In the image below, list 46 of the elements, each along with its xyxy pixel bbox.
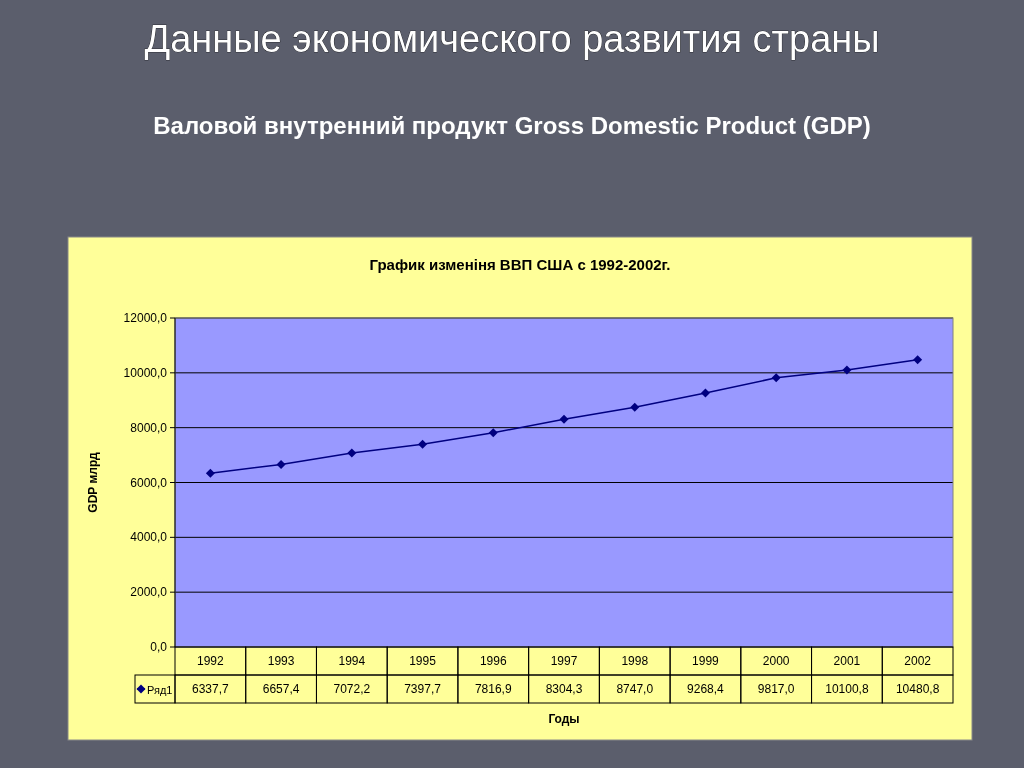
data-label: 8304,3 — [545, 682, 583, 696]
data-label: 6657,4 — [262, 682, 300, 696]
x-tick-label: 2000 — [762, 654, 790, 668]
data-label: 6337,7 — [192, 682, 230, 696]
x-tick-label: 2001 — [833, 654, 861, 668]
data-label: 10480,8 — [895, 682, 940, 696]
x-tick-label: 1998 — [621, 654, 649, 668]
y-tick-label: 8000,0 — [130, 420, 168, 435]
data-label: 9268,4 — [687, 682, 725, 696]
x-axis-title: Годы — [548, 712, 580, 726]
y-tick-label: 0,0 — [150, 640, 168, 654]
y-tick-label: 10000,0 — [123, 365, 168, 380]
point — [418, 439, 428, 449]
point — [630, 402, 640, 412]
y-tick-label: 4000,0 — [130, 530, 168, 545]
legend-label: Ряд1 — [147, 684, 173, 696]
chart-subtitle: Валовой внутренний продукт Gross Domestic Product (GDP) — [153, 112, 871, 139]
x-tick-label: 1993 — [267, 654, 295, 668]
data-label: 7072,2 — [333, 682, 371, 696]
point — [488, 428, 498, 438]
x-tick-label: 2002 — [904, 654, 932, 668]
x-tick-label: 1994 — [338, 654, 366, 668]
data-label: 8747,0 — [616, 682, 654, 696]
y-tick-label: 12000,0 — [123, 311, 168, 325]
point — [347, 448, 357, 458]
data-label: 10100,8 — [825, 682, 869, 696]
point — [700, 388, 710, 398]
x-tick-label: 1997 — [550, 654, 578, 668]
point — [205, 468, 215, 478]
x-tick-label: 1992 — [197, 654, 225, 668]
text: График изменіня ВВП США с 1992-2002г. — [369, 256, 671, 273]
point — [842, 365, 852, 375]
point — [913, 355, 923, 365]
data-label: 7816,9 — [474, 682, 512, 696]
y-tick-label: 2000,0 — [130, 585, 168, 600]
y-axis-title: GDP млрд — [86, 451, 100, 513]
chart-title: Данные экономического развития страны — [144, 18, 880, 60]
data-label: 9817,0 — [757, 682, 795, 696]
data-label: 7397,7 — [404, 682, 442, 696]
y-tick-label: 6000,0 — [130, 475, 168, 490]
x-tick-label: 1999 — [692, 654, 720, 668]
x-tick-label: 1995 — [409, 654, 437, 668]
x-tick-label: 1996 — [479, 654, 507, 668]
point — [276, 459, 286, 469]
point — [559, 414, 569, 424]
point — [771, 373, 781, 383]
